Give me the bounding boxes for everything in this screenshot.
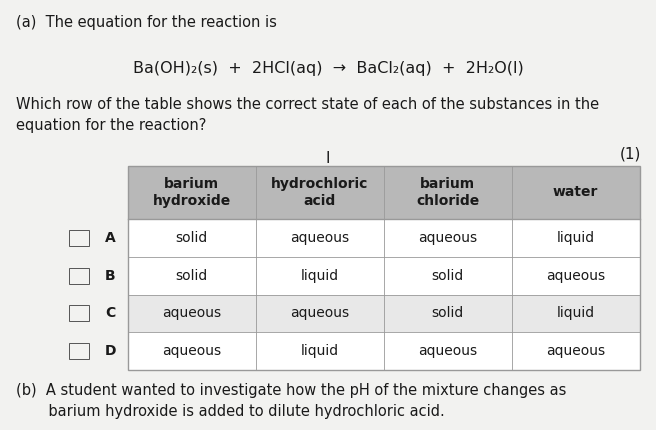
Text: Ba(OH)₂(s)  +  2HCl(aq)  →  BaCl₂(aq)  +  2H₂O(l): Ba(OH)₂(s) + 2HCl(aq) → BaCl₂(aq) + 2H₂O… [133, 61, 523, 76]
Text: liquid: liquid [556, 231, 595, 245]
Text: hydrochloric
acid: hydrochloric acid [271, 177, 369, 208]
Bar [69, 268, 89, 284]
Text: solid: solid [176, 231, 208, 245]
Text: aqueous: aqueous [162, 344, 222, 358]
Text: aqueous: aqueous [546, 344, 605, 358]
Text: A: A [105, 231, 115, 245]
Text: aqueous: aqueous [418, 344, 478, 358]
Text: barium
hydroxide: barium hydroxide [153, 177, 231, 208]
Bar [69, 305, 89, 321]
Text: (a)  The equation for the reaction is: (a) The equation for the reaction is [16, 15, 277, 30]
Text: aqueous: aqueous [418, 231, 478, 245]
Text: I: I [326, 151, 330, 166]
Text: liquid: liquid [556, 306, 595, 320]
Bar [128, 219, 640, 257]
Text: barium
chloride: barium chloride [416, 177, 480, 208]
Text: solid: solid [176, 269, 208, 283]
Bar [69, 343, 89, 359]
Text: liquid: liquid [300, 269, 339, 283]
Text: aqueous: aqueous [162, 306, 222, 320]
Text: liquid: liquid [300, 344, 339, 358]
Bar [69, 230, 89, 246]
Bar [128, 166, 640, 370]
Text: (1): (1) [620, 146, 642, 161]
Text: solid: solid [432, 306, 464, 320]
Text: aqueous: aqueous [290, 306, 350, 320]
Text: solid: solid [432, 269, 464, 283]
Text: (b)  A student wanted to investigate how the pH of the mixture changes as
      : (b) A student wanted to investigate how … [16, 383, 567, 419]
Bar [128, 257, 640, 295]
Bar [128, 295, 640, 332]
Text: aqueous: aqueous [290, 231, 350, 245]
Text: C: C [105, 306, 115, 320]
Bar [128, 166, 640, 219]
Bar [128, 332, 640, 370]
Text: B: B [105, 269, 115, 283]
Text: Which row of the table shows the correct state of each of the substances in the
: Which row of the table shows the correct… [16, 97, 600, 133]
Text: D: D [105, 344, 117, 358]
Text: aqueous: aqueous [546, 269, 605, 283]
Text: water: water [553, 185, 598, 200]
